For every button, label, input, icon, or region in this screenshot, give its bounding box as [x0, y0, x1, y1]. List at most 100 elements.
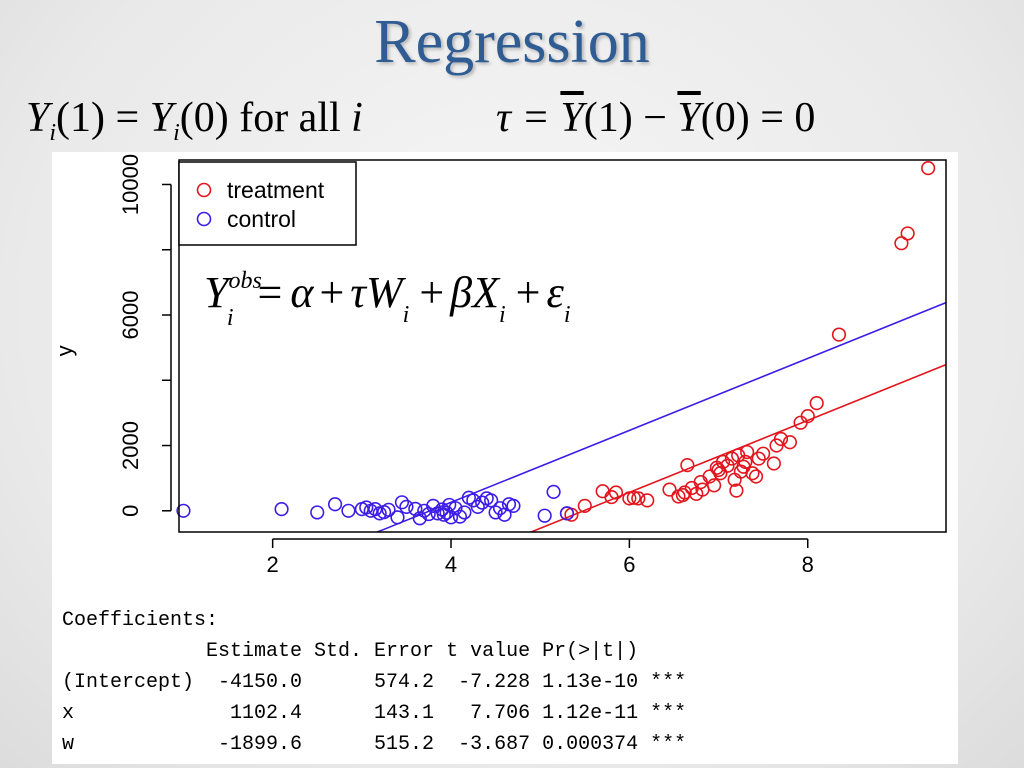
data-point-treatment: [622, 491, 637, 506]
eq-y-symbol: Y: [149, 95, 174, 141]
data-point-control: [443, 510, 459, 525]
output-row-w: w -1899.6 515.2 -3.687 0.000374 ***: [62, 733, 687, 756]
data-point-treatment: [756, 446, 771, 461]
eq-alpha: α: [290, 268, 314, 317]
data-point-control: [390, 510, 405, 525]
slide-title: Regression: [374, 8, 650, 76]
data-point-control: [421, 506, 436, 522]
data-point-control: [457, 505, 472, 520]
data-point-control: [274, 502, 289, 517]
data-point-control: [470, 499, 485, 514]
y-tick-label: 6000: [118, 291, 143, 340]
data-point-control: [408, 501, 423, 516]
data-point-treatment: [773, 431, 789, 447]
eq-subscript: i: [499, 302, 506, 328]
eq-subscript: i: [403, 302, 410, 328]
data-point-treatment: [745, 466, 760, 481]
eq-tau: τ =: [496, 95, 561, 141]
data-point-control: [341, 503, 356, 518]
data-point-control: [448, 501, 463, 516]
fit-line-control: [375, 301, 946, 532]
legend-label-treatment: treatment: [227, 177, 325, 203]
eq-subscript: i: [173, 120, 180, 146]
eq-text: (0) = 0: [700, 95, 816, 141]
output-header: Coefficients:: [62, 609, 219, 632]
data-point-treatment: [894, 236, 909, 251]
data-point-treatment: [715, 454, 731, 469]
eq-y-bar: Y: [560, 95, 584, 141]
legend-box: [178, 161, 357, 246]
data-point-treatment: [608, 485, 624, 500]
eq-text: (1) −: [583, 95, 678, 141]
data-point-treatment: [748, 469, 764, 484]
output-column-headers: Estimate Std. Error t value Pr(>|t|): [62, 640, 687, 663]
x-tick-label: 6: [623, 552, 635, 577]
data-point-control: [359, 500, 374, 515]
eq-x: X: [470, 268, 501, 317]
plot-panel: 2 4 6 8 0 2000 6000 10000 y treatment control Yo…: [52, 152, 958, 602]
data-point-treatment: [662, 482, 677, 497]
data-point-control: [475, 495, 490, 510]
data-point-treatment: [800, 409, 815, 424]
data-point-treatment: [809, 396, 824, 411]
x-tick-label: 8: [802, 552, 814, 577]
data-point-control: [381, 502, 396, 517]
data-point-treatment: [631, 491, 646, 506]
legend-marker-treatment: [196, 182, 212, 198]
data-point-control: [399, 499, 414, 514]
data-point-treatment: [740, 444, 755, 460]
output-row-intercept: (Intercept) -4150.0 574.2 -7.228 1.13e-1…: [62, 671, 687, 694]
eq-superscript: obs: [228, 268, 261, 294]
data-point-treatment: [921, 161, 936, 176]
data-point-control: [546, 484, 561, 499]
data-point-control: [426, 498, 441, 513]
data-point-treatment: [900, 226, 915, 241]
data-point-treatment: [707, 478, 722, 493]
y-tick-label: 2000: [118, 421, 143, 470]
data-point-control: [412, 511, 427, 526]
data-point-treatment: [675, 488, 691, 503]
fit-line-treatment: [528, 363, 946, 532]
eq-index: i: [351, 95, 363, 141]
data-point-control: [537, 508, 552, 523]
eq-beta: β: [449, 268, 472, 317]
eq-y-bar: Y: [677, 95, 701, 141]
eq-plus: +: [319, 268, 344, 317]
eq-text: (0) for all: [179, 95, 352, 141]
data-point-treatment: [626, 490, 641, 505]
data-point-treatment: [782, 435, 798, 450]
eq-subscript: i: [227, 305, 234, 331]
data-point-treatment: [738, 454, 753, 469]
eq-y-obs: Y: [204, 268, 233, 317]
data-point-control: [327, 497, 343, 512]
legend: treatment control: [178, 161, 357, 246]
data-point-control: [484, 493, 499, 508]
data-point-control: [430, 506, 445, 521]
legend-label-control: control: [227, 206, 296, 232]
output-row-x: x 1102.4 143.1 7.706 1.12e-11 ***: [62, 702, 687, 725]
eq-subscript: i: [564, 302, 571, 328]
data-point-control: [439, 505, 454, 520]
eq-equals: =: [258, 268, 283, 317]
data-point-treatment: [720, 458, 735, 473]
equation-potential-outcomes: Yi(1) = Yi(0) for all i: [26, 90, 363, 146]
eq-y-symbol: Y: [26, 95, 50, 141]
plot-frame: [178, 159, 947, 533]
y-tick-label: 0: [118, 505, 143, 517]
data-point-treatment: [577, 498, 592, 513]
data-point-treatment: [766, 456, 781, 471]
x-tick-label: 2: [267, 552, 279, 577]
scatter-chart: 2 4 6 8 0 2000 6000 10000 y treatment control Yo…: [52, 154, 947, 577]
data-point-control: [368, 502, 383, 517]
data-point-treatment: [640, 493, 655, 508]
data-point-treatment: [831, 327, 847, 342]
data-point-control: [394, 495, 410, 510]
eq-plus: +: [419, 268, 444, 317]
data-point-control: [310, 505, 325, 520]
regression-output: Coefficients: Estimate Std. Error t valu…: [52, 602, 958, 764]
data-point-control: [506, 498, 521, 513]
data-point-control: [488, 505, 503, 520]
data-point-control: [176, 503, 191, 518]
data-point-treatment: [595, 484, 610, 499]
data-point-treatment: [604, 489, 619, 505]
